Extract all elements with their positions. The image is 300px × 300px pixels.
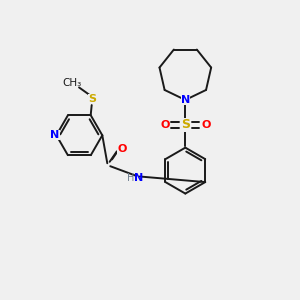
Text: N: N <box>134 173 144 183</box>
Text: H: H <box>127 173 134 183</box>
Text: S: S <box>88 94 96 104</box>
Text: CH₃: CH₃ <box>62 78 81 88</box>
Text: N: N <box>181 95 190 105</box>
Text: O: O <box>117 143 127 154</box>
Text: O: O <box>201 120 211 130</box>
Text: S: S <box>181 118 190 131</box>
Text: N: N <box>50 130 59 140</box>
Text: O: O <box>160 120 169 130</box>
